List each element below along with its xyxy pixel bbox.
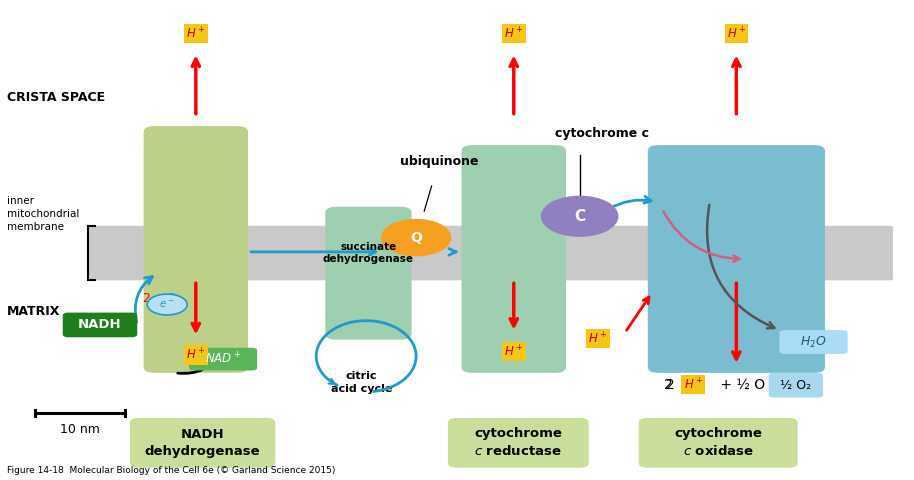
Text: $H^+$: $H^+$ bbox=[505, 344, 524, 359]
Text: + ½ O: + ½ O bbox=[716, 378, 765, 392]
Text: C: C bbox=[574, 209, 585, 224]
Text: $NAD^+$: $NAD^+$ bbox=[205, 351, 241, 367]
Text: inner
mitochondrial
membrane: inner mitochondrial membrane bbox=[7, 196, 80, 232]
FancyBboxPatch shape bbox=[648, 145, 825, 373]
FancyBboxPatch shape bbox=[769, 373, 824, 397]
Text: 2: 2 bbox=[664, 378, 677, 392]
Text: $e^-$: $e^-$ bbox=[158, 292, 176, 305]
Text: Figure 14-18  Molecular Biology of the Cell 6e (© Garland Science 2015): Figure 14-18 Molecular Biology of the Ce… bbox=[7, 466, 335, 475]
FancyBboxPatch shape bbox=[448, 418, 589, 468]
Text: ½ O₂: ½ O₂ bbox=[781, 379, 812, 392]
Text: 2: 2 bbox=[798, 383, 804, 393]
Text: cytochrome
$c$ oxidase: cytochrome $c$ oxidase bbox=[675, 427, 762, 458]
Circle shape bbox=[541, 196, 618, 236]
FancyBboxPatch shape bbox=[89, 226, 893, 280]
Text: 2: 2 bbox=[666, 378, 680, 392]
Text: CRISTA SPACE: CRISTA SPACE bbox=[7, 91, 105, 104]
Circle shape bbox=[382, 219, 451, 256]
FancyBboxPatch shape bbox=[639, 418, 798, 468]
FancyBboxPatch shape bbox=[63, 312, 137, 337]
Text: $H_2O$: $H_2O$ bbox=[801, 335, 827, 349]
Circle shape bbox=[147, 294, 187, 315]
Text: ubiquinone: ubiquinone bbox=[399, 155, 478, 168]
FancyBboxPatch shape bbox=[462, 145, 566, 373]
Text: $e^-$: $e^-$ bbox=[159, 299, 175, 310]
Text: $H^+$: $H^+$ bbox=[727, 26, 746, 41]
FancyBboxPatch shape bbox=[780, 330, 847, 354]
Text: $H^+$: $H^+$ bbox=[505, 26, 524, 41]
Text: NADH: NADH bbox=[79, 318, 122, 331]
Text: $H^+$: $H^+$ bbox=[684, 377, 703, 392]
Text: citric
acid cycle: citric acid cycle bbox=[331, 371, 392, 394]
FancyBboxPatch shape bbox=[325, 207, 411, 340]
Text: Q: Q bbox=[410, 230, 422, 245]
Text: MATRIX: MATRIX bbox=[7, 305, 60, 318]
Text: cytochrome
$c$ reductase: cytochrome $c$ reductase bbox=[474, 427, 562, 458]
Text: succinate
dehydrogenase: succinate dehydrogenase bbox=[323, 242, 414, 264]
Text: $H^+$: $H^+$ bbox=[186, 347, 206, 362]
FancyBboxPatch shape bbox=[130, 418, 275, 468]
FancyBboxPatch shape bbox=[143, 126, 248, 373]
Text: 10 nm: 10 nm bbox=[60, 423, 100, 436]
Text: 2: 2 bbox=[143, 292, 150, 305]
Text: NADH
dehydrogenase: NADH dehydrogenase bbox=[144, 428, 260, 457]
Text: $H^+$: $H^+$ bbox=[186, 26, 206, 41]
Text: $H^+$: $H^+$ bbox=[589, 331, 608, 347]
FancyBboxPatch shape bbox=[189, 348, 257, 371]
Text: cytochrome c: cytochrome c bbox=[556, 127, 649, 140]
